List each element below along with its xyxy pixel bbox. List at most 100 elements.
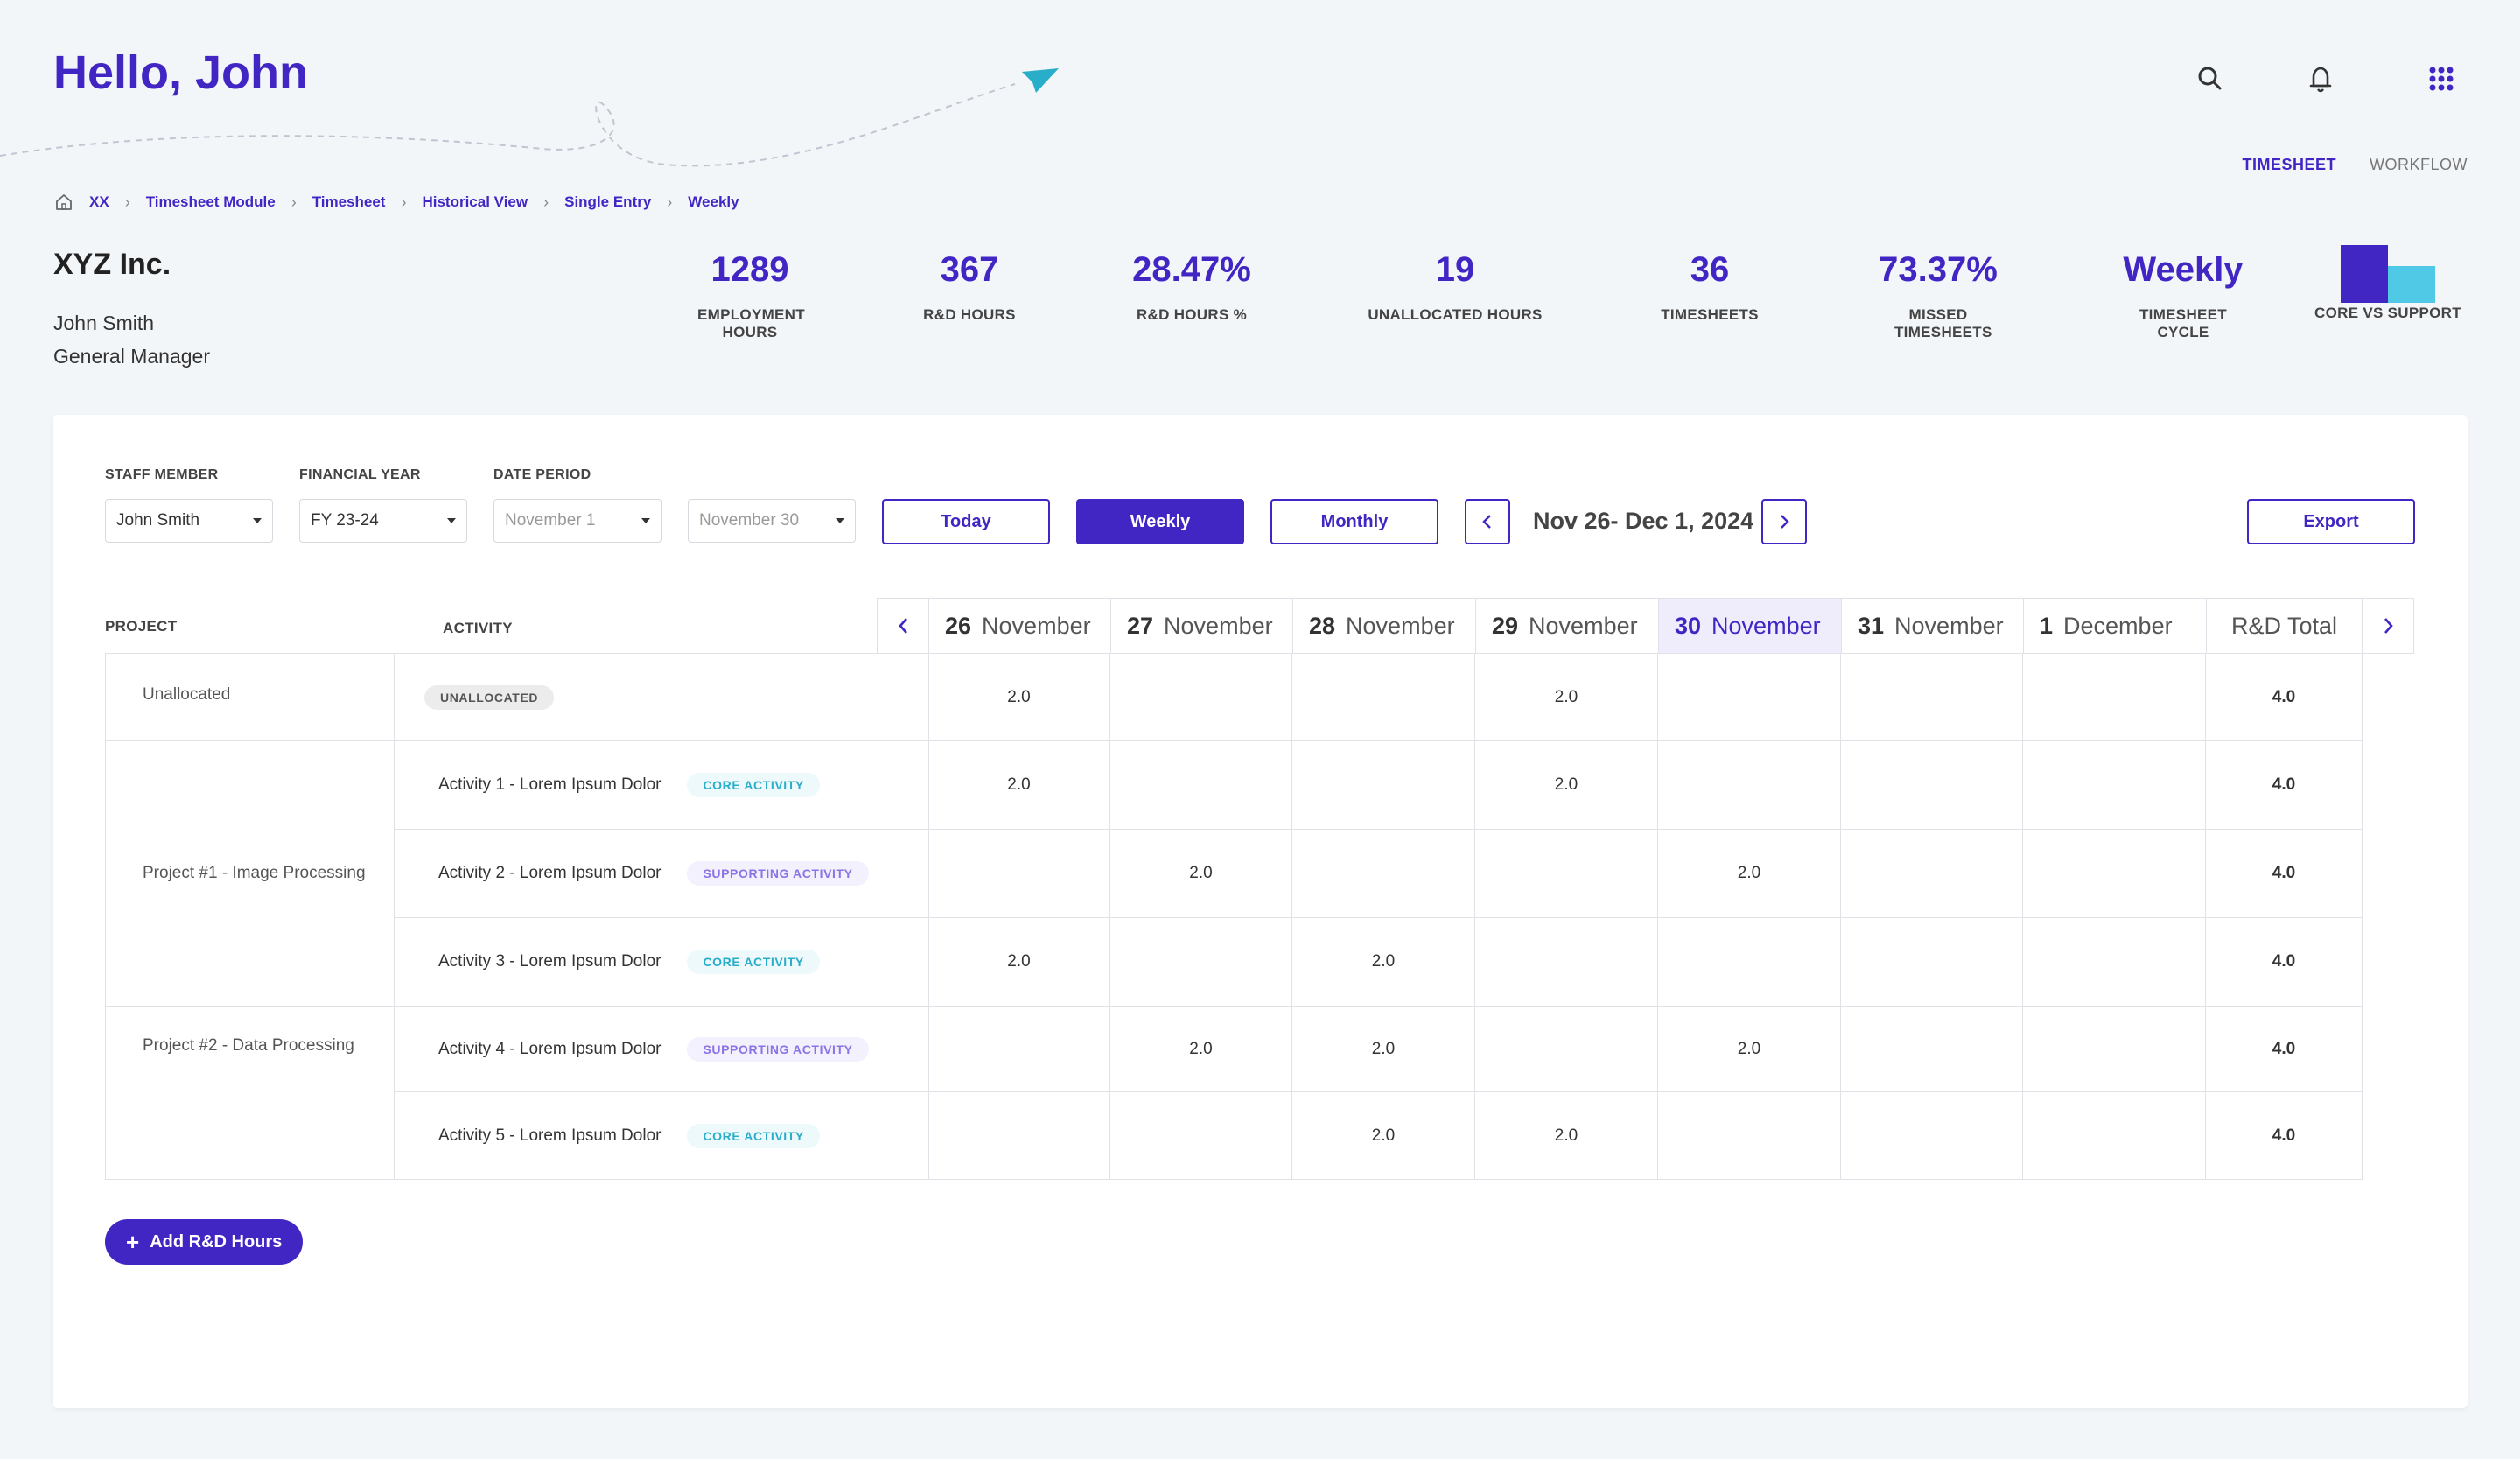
- apps-grid-icon[interactable]: [2422, 60, 2460, 98]
- hours-cell[interactable]: [1841, 654, 2023, 741]
- hours-cell[interactable]: [928, 1007, 1110, 1092]
- scroll-days-left-button[interactable]: [877, 598, 929, 654]
- financial-year-select[interactable]: FY 23-24: [299, 499, 467, 543]
- today-button[interactable]: Today: [882, 499, 1050, 544]
- hours-cell[interactable]: 2.0: [1292, 1007, 1475, 1092]
- home-icon[interactable]: [54, 193, 74, 212]
- hours-cell[interactable]: [2023, 1092, 2206, 1180]
- project-cell-image-processing: Project #1 - Image Processing: [105, 741, 395, 1007]
- chevron-left-icon: [898, 618, 907, 634]
- hours-cell[interactable]: [1475, 918, 1658, 1007]
- search-icon[interactable]: [2191, 60, 2230, 98]
- staff-member-select[interactable]: John Smith: [105, 499, 273, 543]
- hours-cell[interactable]: [2023, 918, 2206, 1007]
- hours-cell[interactable]: [1475, 830, 1658, 918]
- person-role: General Manager: [53, 345, 210, 368]
- breadcrumb-item-timesheet[interactable]: Timesheet: [312, 193, 386, 210]
- rd-total-cell: 4.0: [2206, 741, 2362, 830]
- activity-name: Activity 2 - Lorem Ipsum Dolor: [438, 864, 662, 882]
- bell-icon[interactable]: [2301, 60, 2340, 98]
- breadcrumb-item-single-entry[interactable]: Single Entry: [564, 193, 652, 210]
- breadcrumb-item-xx[interactable]: XX: [89, 193, 109, 210]
- hours-cell[interactable]: 2.0: [1475, 654, 1658, 741]
- breadcrumb-item-weekly[interactable]: Weekly: [688, 193, 739, 210]
- supporting-activity-badge: SUPPORTING ACTIVITY: [687, 861, 869, 886]
- day-number: 31: [1858, 612, 1885, 639]
- hours-cell[interactable]: [1841, 1092, 2023, 1180]
- add-rd-hours-button[interactable]: + Add R&D Hours: [105, 1219, 304, 1265]
- hours-cell[interactable]: [2023, 654, 2206, 741]
- day-month: November: [1712, 612, 1821, 639]
- chevron-right-icon: [2384, 618, 2393, 634]
- hours-cell[interactable]: [1110, 918, 1292, 1007]
- hours-cell[interactable]: [1292, 654, 1475, 741]
- hours-cell[interactable]: [1658, 918, 1841, 1007]
- hours-cell[interactable]: [1658, 741, 1841, 830]
- hours-cell[interactable]: 2.0: [1110, 1007, 1292, 1092]
- stat-value: 1289: [710, 250, 789, 289]
- hours-cell[interactable]: [1658, 654, 1841, 741]
- date-period-from-select[interactable]: November 1: [494, 499, 662, 543]
- hours-cell[interactable]: [1110, 654, 1292, 741]
- hours-cell[interactable]: 2.0: [1475, 1092, 1658, 1180]
- day-header: 27 November: [1110, 598, 1293, 654]
- stat-rd-hours: 367 R&D HOURS: [873, 245, 1066, 324]
- hours-cell[interactable]: [2023, 1007, 2206, 1092]
- hours-cell[interactable]: [1475, 1007, 1658, 1092]
- hours-cell[interactable]: [2023, 741, 2206, 830]
- tab-timesheet[interactable]: TIMESHEET: [2242, 156, 2336, 173]
- timesheet-card: [52, 415, 2468, 1408]
- activity-cell: Activity 1 - Lorem Ipsum Dolor CORE ACTI…: [395, 741, 929, 830]
- hours-cell[interactable]: 2.0: [1110, 830, 1292, 918]
- greeting-title: Hello, John: [53, 46, 309, 99]
- core-bar: [2341, 245, 2388, 303]
- scroll-days-right-button[interactable]: [2362, 598, 2414, 654]
- hours-cell[interactable]: [1658, 1092, 1841, 1180]
- hours-cell[interactable]: 2.0: [928, 918, 1110, 1007]
- hours-cell[interactable]: [1841, 918, 2023, 1007]
- day-number: 26: [945, 612, 972, 639]
- hours-cell[interactable]: [1292, 830, 1475, 918]
- hours-cell[interactable]: 2.0: [1292, 918, 1475, 1007]
- weekly-button[interactable]: Weekly: [1076, 499, 1244, 544]
- hours-cell[interactable]: 2.0: [1292, 1092, 1475, 1180]
- hours-cell[interactable]: 2.0: [1475, 741, 1658, 830]
- stat-label: MISSED TIMESHEETS: [1894, 306, 1992, 340]
- next-week-button[interactable]: [1761, 499, 1807, 544]
- export-button[interactable]: Export: [2247, 499, 2415, 544]
- tab-workflow[interactable]: WORKFLOW: [2370, 156, 2468, 173]
- caret-down-icon: [447, 518, 456, 523]
- hours-cell[interactable]: 2.0: [928, 654, 1110, 741]
- day-month: November: [1894, 612, 2004, 639]
- breadcrumb-item-historical-view[interactable]: Historical View: [422, 193, 528, 210]
- stat-value: 367: [940, 250, 999, 289]
- date-period-from-value: November 1: [505, 511, 596, 530]
- chevron-right-icon: ›: [401, 193, 407, 211]
- monthly-button[interactable]: Monthly: [1270, 499, 1438, 544]
- core-activity-badge: CORE ACTIVITY: [687, 773, 820, 797]
- activity-name: Activity 5 - Lorem Ipsum Dolor: [438, 1126, 662, 1145]
- previous-week-button[interactable]: [1465, 499, 1510, 544]
- hours-cell[interactable]: [1110, 1092, 1292, 1180]
- hours-cell[interactable]: 2.0: [1658, 830, 1841, 918]
- activity-name: Activity 1 - Lorem Ipsum Dolor: [438, 775, 662, 794]
- project-column-header: PROJECT: [105, 618, 178, 635]
- hours-cell[interactable]: [2023, 830, 2206, 918]
- hours-cell[interactable]: [1110, 741, 1292, 830]
- hours-cell[interactable]: [928, 830, 1110, 918]
- hours-cell[interactable]: 2.0: [928, 741, 1110, 830]
- hours-cell[interactable]: [1841, 830, 2023, 918]
- stat-label: UNALLOCATED HOURS: [1368, 306, 1543, 323]
- hours-cell[interactable]: [1292, 741, 1475, 830]
- hours-cell[interactable]: [1841, 741, 2023, 830]
- breadcrumb-item-timesheet-module[interactable]: Timesheet Module: [145, 193, 276, 210]
- hours-cell[interactable]: [1841, 1007, 2023, 1092]
- staff-member-label: STAFF MEMBER: [105, 467, 219, 482]
- stat-employment-hours: 1289 EMPLOYMENT HOURS: [654, 245, 846, 341]
- date-period-to-select[interactable]: November 30: [688, 499, 856, 543]
- stat-label: R&D HOURS %: [1136, 306, 1248, 323]
- activity-column-header: ACTIVITY: [443, 620, 513, 636]
- hours-cell[interactable]: [928, 1092, 1110, 1180]
- hours-cell[interactable]: 2.0: [1658, 1007, 1841, 1092]
- activity-name: Activity 4 - Lorem Ipsum Dolor: [438, 1039, 662, 1058]
